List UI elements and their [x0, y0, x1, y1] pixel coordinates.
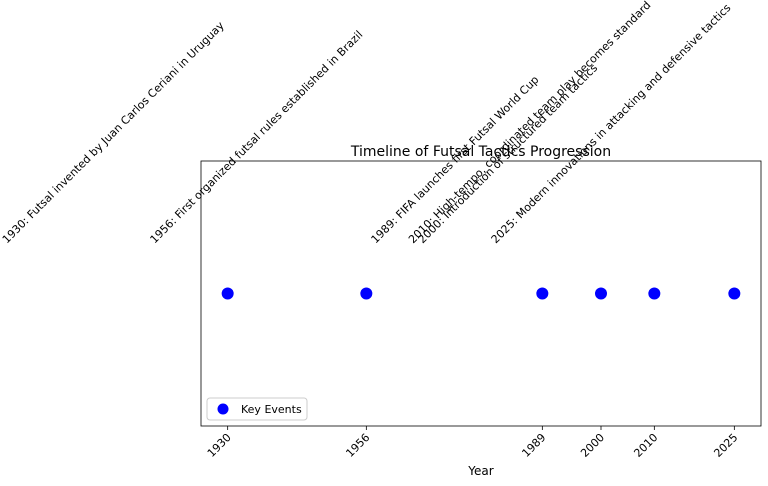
- event-point: [221, 287, 234, 300]
- axes-frame: [200, 160, 762, 427]
- legend-label: Key Events: [241, 403, 302, 416]
- event-point: [648, 287, 661, 300]
- event-point: [595, 287, 607, 300]
- x-tick-label: 1989: [519, 431, 548, 460]
- event-point: [360, 287, 373, 300]
- x-axis-label: Year: [467, 464, 493, 478]
- event-point: [536, 287, 549, 300]
- x-tick-label: 1956: [343, 431, 372, 460]
- x-tick-label: 2025: [711, 431, 740, 460]
- chart-title: Timeline of Futsal Tactics Progression: [350, 144, 611, 160]
- event-point: [728, 287, 741, 300]
- x-tick-label: 2010: [631, 431, 660, 460]
- legend-marker: [217, 403, 229, 415]
- legend-box: [206, 397, 308, 421]
- event-annotation: 1930: Futsal invented by Juan Carlos Cer…: [0, 19, 227, 246]
- x-tick-label: 1930: [205, 431, 234, 460]
- x-tick-label: 2000: [578, 431, 607, 460]
